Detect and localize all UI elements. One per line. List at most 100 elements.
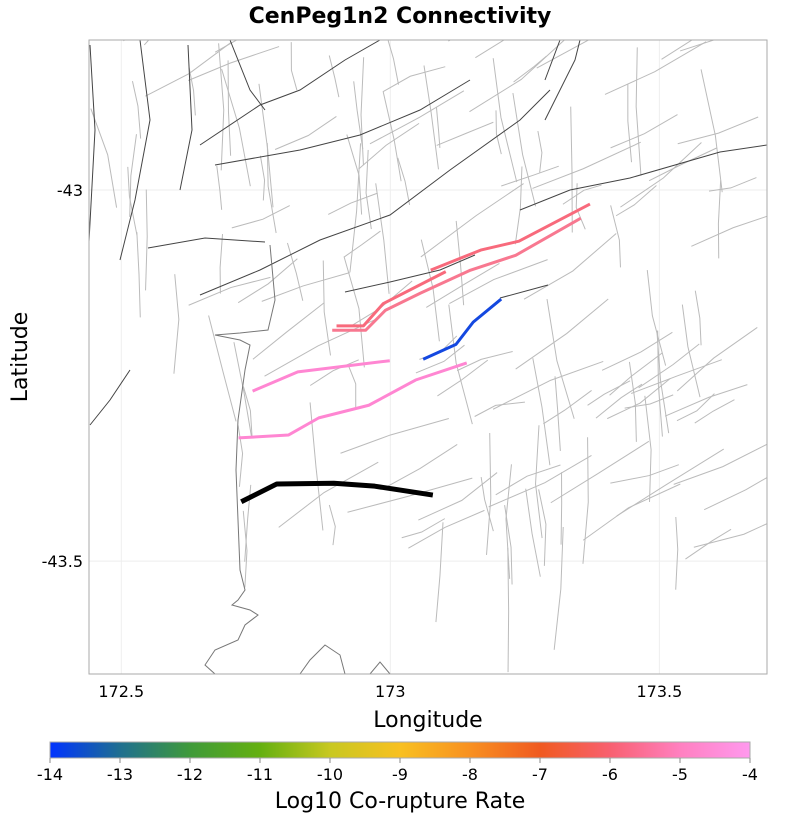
gridlines [89, 40, 767, 674]
x-ticks: 172.5 173 173.5 [98, 682, 682, 701]
fault-trace [675, 516, 679, 590]
colorbar [49, 741, 751, 759]
fault-trace [418, 472, 498, 521]
fault-trace [610, 114, 678, 149]
fault-trace [216, 165, 223, 210]
fault-trace [469, 40, 566, 113]
fault-trace-dark [499, 284, 549, 299]
x-axis-label: Longitude [373, 708, 482, 733]
fault-trace [708, 177, 757, 192]
fault-trace [648, 147, 718, 182]
fault-trace [423, 65, 439, 170]
fault-trace [582, 437, 589, 564]
fault-trace [717, 180, 722, 259]
y-ticks: -43 -43.5 [42, 181, 83, 571]
fault-trace [131, 81, 142, 139]
fault-trace [346, 134, 363, 215]
fault-trace [348, 366, 357, 409]
fault-trace [693, 523, 767, 548]
fault-trace [278, 461, 379, 528]
fault-trace [595, 383, 643, 419]
fault-trace [504, 505, 513, 585]
plot-frame [88, 39, 768, 675]
fault-trace [221, 68, 251, 187]
fault-trace [231, 205, 290, 229]
fault-trace [638, 343, 700, 389]
fault-trace [507, 547, 510, 673]
fault-trace [435, 106, 441, 148]
fault-trace [492, 58, 518, 183]
fault-trace [543, 390, 592, 425]
x-tick-label: 173 [375, 682, 406, 701]
fault-trace [514, 166, 523, 245]
fault-trace [369, 90, 465, 145]
fault-trace-dark [179, 44, 193, 191]
fault-trace [145, 189, 148, 291]
fault-trace [532, 358, 551, 466]
fault-trace [408, 509, 485, 549]
fault-trace [449, 259, 548, 304]
colorbar-tick-label: -10 [317, 765, 343, 784]
fault-trace-dark [147, 237, 266, 249]
fault-trace [664, 384, 748, 417]
fault-trace [501, 165, 559, 187]
fault-trace [328, 192, 378, 215]
fault-trace [290, 42, 298, 91]
fault-trace [601, 331, 673, 371]
fault-trace [328, 55, 340, 98]
fault-trace [523, 233, 617, 300]
fault-trace [286, 242, 304, 301]
fault-trace [495, 110, 502, 155]
fault-trace [435, 522, 444, 623]
fault-trace [615, 185, 657, 217]
colorbar-tick-label: -8 [462, 765, 478, 784]
fault-trace [252, 302, 325, 360]
fault-trace [237, 425, 244, 487]
fault-trace [546, 298, 575, 419]
fault-trace [488, 455, 592, 508]
fault-trace [219, 234, 224, 294]
fault-trace [550, 440, 650, 504]
fault-trace [661, 40, 693, 60]
fault-trace-dark [119, 40, 151, 261]
fault-trace [480, 476, 494, 532]
fault-trace [382, 66, 446, 93]
fault-trace [309, 359, 359, 386]
y-tick-label: -43.5 [42, 552, 83, 571]
fault-trace [513, 55, 547, 83]
fault-network [89, 40, 767, 673]
fault-trace-dark [199, 40, 381, 146]
fault-trace [420, 183, 524, 258]
fault-trace [188, 276, 271, 306]
fault-trace [347, 477, 473, 513]
fault-trace [274, 116, 337, 150]
fault-trace [537, 130, 543, 173]
fault-trace [610, 205, 621, 268]
fault-trace [188, 46, 280, 81]
fault-trace [703, 476, 767, 511]
fault-trace [208, 315, 237, 422]
coastline [204, 244, 391, 674]
fault-trace [656, 330, 670, 434]
fault-trace [266, 143, 277, 234]
fault-trace-dark [544, 40, 561, 81]
fault-trace [628, 361, 637, 442]
colorbar-label: Log10 Co-rupture Rate [275, 789, 526, 814]
fault-trace [554, 376, 561, 451]
fault-trace-dark [229, 40, 266, 111]
rupture-blue [422, 297, 503, 361]
fault-trace [538, 489, 547, 566]
fault-trace [627, 84, 633, 163]
fault-trace-dark [344, 254, 476, 293]
rupture-pink-lower [238, 361, 468, 440]
fault-trace [242, 386, 253, 439]
fault-trace [227, 60, 232, 156]
fault-trace [604, 41, 707, 95]
fault-trace [700, 69, 723, 193]
fault-trace [495, 464, 561, 496]
fault-trace [90, 108, 118, 208]
fault-trace [492, 360, 604, 410]
fault-trace [218, 43, 225, 171]
fault-trace [129, 134, 137, 217]
